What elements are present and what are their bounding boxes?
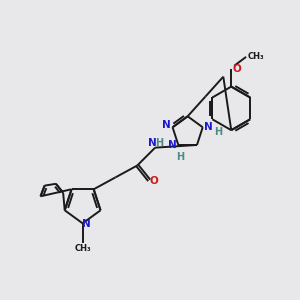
Text: O: O <box>233 64 242 74</box>
Text: O: O <box>150 176 158 186</box>
Text: CH₃: CH₃ <box>248 52 264 62</box>
Text: N: N <box>82 219 91 229</box>
Text: CH₃: CH₃ <box>74 244 91 253</box>
Text: H: H <box>176 152 184 162</box>
Text: N: N <box>148 138 157 148</box>
Text: N: N <box>168 140 177 150</box>
Text: H: H <box>214 127 223 137</box>
Text: N: N <box>204 122 213 132</box>
Text: H: H <box>155 138 163 148</box>
Text: N: N <box>162 120 171 130</box>
